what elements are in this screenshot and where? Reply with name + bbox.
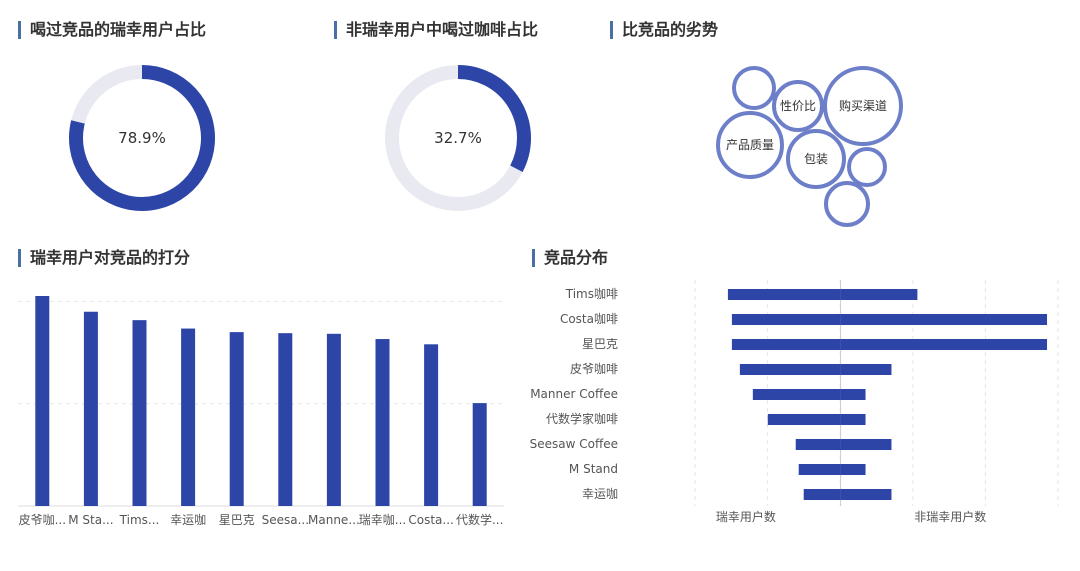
y-tick-label: 星巴克 bbox=[582, 337, 618, 351]
legend-right-label: 非瑞幸用户数 bbox=[914, 509, 986, 524]
bar[interactable] bbox=[229, 332, 244, 506]
bar[interactable] bbox=[278, 333, 293, 506]
bar[interactable] bbox=[181, 328, 196, 506]
bar-chart-competitor-scores: 皮爷咖... M Sta... Tims... 幸运咖 星巴克 Seesa... Manne… bbox=[18, 296, 504, 527]
donut2-title: 非瑞幸用户中喝过咖啡占比 bbox=[334, 20, 538, 40]
bar-right[interactable] bbox=[840, 414, 866, 425]
bubble-label: 产品质量 bbox=[726, 138, 774, 152]
y-tick-label: Tims咖啡 bbox=[565, 286, 618, 301]
donut-value-label: 32.7% bbox=[434, 129, 482, 147]
bar-left[interactable] bbox=[752, 389, 841, 400]
bubble bbox=[772, 80, 824, 132]
x-tick-label: M Sta... bbox=[68, 513, 113, 527]
bubble bbox=[716, 111, 784, 179]
donut-chart-non-luckin-coffee: 32.7% bbox=[385, 65, 531, 211]
bar-right[interactable] bbox=[840, 489, 892, 500]
bar-left[interactable] bbox=[798, 464, 841, 475]
donut-chart-luckin-competitor: 78.9% bbox=[69, 65, 215, 211]
bar[interactable] bbox=[424, 344, 439, 506]
bar-right[interactable] bbox=[840, 339, 1048, 350]
bubbles-title: 比竞品的劣势 bbox=[610, 20, 718, 40]
bar-left[interactable] bbox=[795, 439, 841, 450]
bar-right[interactable] bbox=[840, 439, 892, 450]
x-tick-label: 皮爷咖... bbox=[19, 512, 66, 527]
bar[interactable] bbox=[375, 339, 390, 506]
donut-value-arc bbox=[69, 65, 215, 211]
x-tick-label: 星巴克 bbox=[219, 513, 255, 527]
bubble bbox=[823, 66, 903, 146]
x-tick-label: Costa... bbox=[408, 513, 453, 527]
bar-left[interactable] bbox=[803, 489, 841, 500]
bubble-label: 性价比 bbox=[780, 99, 816, 113]
bubble bbox=[847, 147, 887, 187]
funnel-title: 竞品分布 bbox=[532, 248, 608, 268]
x-tick-label: 代数学... bbox=[456, 512, 503, 527]
donut-value-label: 78.9% bbox=[118, 129, 166, 147]
y-tick-label: 代数学家咖啡 bbox=[546, 411, 618, 426]
x-tick-label: Seesa... bbox=[262, 513, 309, 527]
bar-right[interactable] bbox=[840, 389, 866, 400]
x-tick-label: Manne... bbox=[308, 513, 360, 527]
bar[interactable] bbox=[132, 320, 147, 506]
bar-left[interactable] bbox=[731, 339, 841, 350]
bar-right[interactable] bbox=[840, 314, 1048, 325]
bar-right[interactable] bbox=[840, 464, 866, 475]
bar[interactable] bbox=[326, 333, 341, 506]
y-tick-label: M Stand bbox=[569, 462, 618, 476]
bar[interactable] bbox=[35, 296, 50, 506]
bar-left[interactable] bbox=[727, 289, 841, 300]
bubble-label: 购买渠道 bbox=[839, 98, 887, 113]
donut-value-arc bbox=[457, 65, 531, 172]
y-tick-label: Manner Coffee bbox=[530, 387, 618, 401]
x-tick-label: Tims... bbox=[119, 513, 160, 527]
bubble bbox=[824, 181, 870, 227]
x-tick-label: 瑞幸咖... bbox=[359, 512, 406, 527]
bar-left[interactable] bbox=[767, 414, 841, 425]
x-tick-label: 幸运咖 bbox=[170, 512, 206, 527]
bubble bbox=[732, 66, 776, 110]
y-tick-label: 幸运咖 bbox=[582, 486, 618, 501]
legend-left-label: 瑞幸用户数 bbox=[716, 509, 776, 524]
bubble-label: 包装 bbox=[804, 152, 828, 166]
bubble bbox=[786, 129, 846, 189]
bar-right[interactable] bbox=[840, 289, 918, 300]
y-tick-label: Seesaw Coffee bbox=[530, 437, 618, 451]
bar[interactable] bbox=[472, 403, 487, 506]
bar-left[interactable] bbox=[731, 314, 841, 325]
y-tick-label: 皮爷咖啡 bbox=[570, 361, 618, 376]
bar-title: 瑞幸用户对竞品的打分 bbox=[18, 248, 190, 268]
bar-right[interactable] bbox=[840, 364, 892, 375]
bar[interactable] bbox=[83, 311, 98, 506]
donut1-title: 喝过竞品的瑞幸用户占比 bbox=[18, 20, 206, 40]
y-tick-label: Costa咖啡 bbox=[560, 311, 618, 326]
bar-left[interactable] bbox=[739, 364, 841, 375]
